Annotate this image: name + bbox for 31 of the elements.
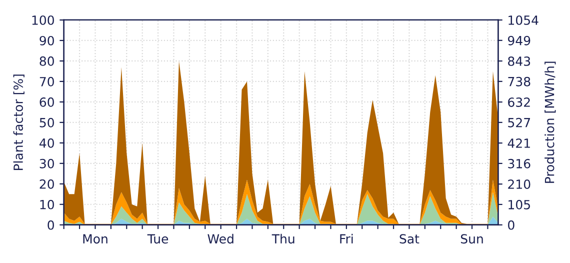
y2-tick-label: 316 [508,158,530,168]
x-tick-label: Sat [400,234,420,244]
y-axis-title: Plant factor [%] [13,74,24,170]
y-tick-label: 0 [48,220,54,230]
y2-tick-label: 843 [508,56,530,66]
x-tick-label: Thu [272,234,294,244]
y-tick-label: 40 [40,138,54,148]
y-tick-label: 100 [32,15,54,25]
y2-tick-label: 105 [508,200,530,210]
x-tick-label: Wed [208,234,234,244]
y2-tick-label: 527 [508,118,530,128]
y2-axis-title: Production [MWh/h] [544,62,556,183]
y2-tick-label: 632 [508,97,530,107]
y-tick-label: 80 [40,56,54,66]
y2-tick-label: 0 [508,220,514,230]
x-tick-label: Tue [147,234,168,244]
y2-tick-label: 421 [508,138,530,148]
y-tick-label: 20 [40,179,54,189]
y-tick-label: 70 [40,76,54,86]
y2-tick-label: 210 [508,180,530,189]
x-tick-label: Fri [340,234,353,244]
x-tick-label: Sun [460,234,483,244]
y-tick-label: 50 [40,118,54,128]
y-tick-label: 10 [40,200,54,210]
y-tick-label: 60 [40,97,54,107]
y2-tick-label: 949 [508,36,530,46]
y-tick-label: 90 [40,36,54,46]
y2-tick-label: 1054 [508,15,538,25]
y-tick-label: 30 [40,158,54,168]
y2-tick-label: 738 [508,76,530,86]
x-tick-label: Mon [83,234,108,244]
